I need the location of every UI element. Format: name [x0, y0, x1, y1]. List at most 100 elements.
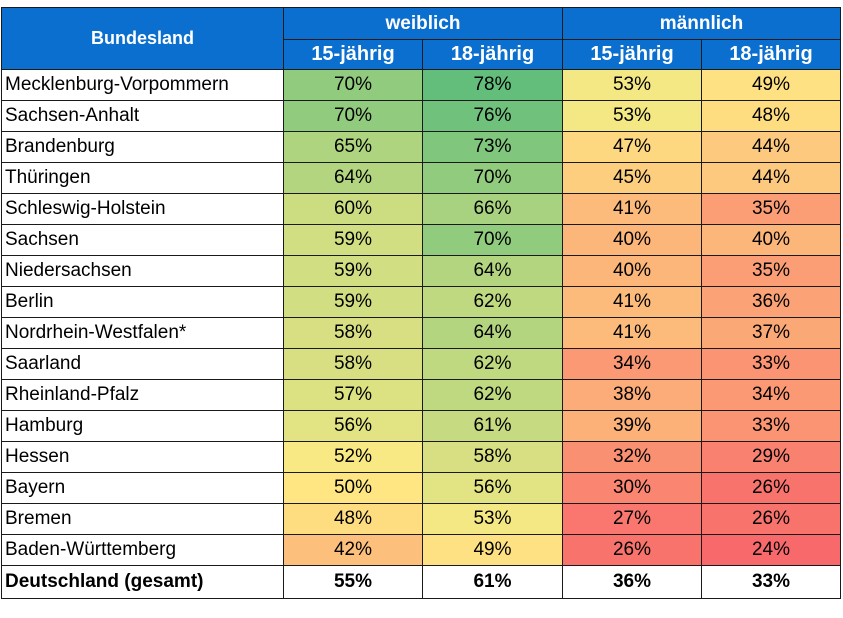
- table-row: Baden-Württemberg 42% 49% 26% 24%: [1, 534, 841, 566]
- state-name: Brandenburg: [1, 131, 284, 163]
- state-name: Niedersachsen: [1, 255, 284, 287]
- table-row: Schleswig-Holstein 60% 66% 41% 35%: [1, 193, 841, 225]
- state-name: Schleswig-Holstein: [1, 193, 284, 225]
- total-label: Deutschland (gesamt): [1, 565, 284, 599]
- cell-male-18: 33%: [701, 410, 841, 442]
- column-header-female-15: 15-jährig: [283, 39, 423, 70]
- cell-male-18: 44%: [701, 131, 841, 163]
- cell-female-18: 73%: [422, 131, 563, 163]
- cell-male-15: 41%: [562, 193, 702, 225]
- cell-female-15: 70%: [283, 69, 423, 101]
- cell-male-15: 53%: [562, 100, 702, 132]
- cell-male-18: 35%: [701, 193, 841, 225]
- cell-male-15: 47%: [562, 131, 702, 163]
- table-row: Niedersachsen 59% 64% 40% 35%: [1, 255, 841, 287]
- cell-female-15: 60%: [283, 193, 423, 225]
- cell-female-15: 48%: [283, 503, 423, 535]
- column-header-female-18: 18-jährig: [422, 39, 563, 70]
- cell-male-18: 24%: [701, 534, 841, 566]
- table-row: Hamburg 56% 61% 39% 33%: [1, 410, 841, 442]
- cell-female-15: 64%: [283, 162, 423, 194]
- cell-female-15: 56%: [283, 410, 423, 442]
- cell-male-15: 34%: [562, 348, 702, 380]
- cell-male-15: 27%: [562, 503, 702, 535]
- column-header-male-18: 18-jährig: [701, 39, 841, 70]
- cell-male-18: 34%: [701, 379, 841, 411]
- cell-male-18: 40%: [701, 224, 841, 256]
- cell-male-15: 38%: [562, 379, 702, 411]
- group-header-female: weiblich: [283, 7, 563, 40]
- cell-female-18: 70%: [422, 162, 563, 194]
- cell-female-18: 78%: [422, 69, 563, 101]
- cell-male-18: 37%: [701, 317, 841, 349]
- cell-female-15: 50%: [283, 472, 423, 504]
- cell-female-15: 59%: [283, 255, 423, 287]
- cell-female-18: 53%: [422, 503, 563, 535]
- cell-male-18: 48%: [701, 100, 841, 132]
- total-female-18: 61%: [422, 565, 563, 599]
- cell-male-15: 30%: [562, 472, 702, 504]
- state-name: Hamburg: [1, 410, 284, 442]
- cell-male-18: 26%: [701, 503, 841, 535]
- cell-male-15: 40%: [562, 224, 702, 256]
- table-row: Thüringen 64% 70% 45% 44%: [1, 162, 841, 194]
- cell-male-18: 49%: [701, 69, 841, 101]
- table-row: Saarland 58% 62% 34% 33%: [1, 348, 841, 380]
- cell-male-15: 53%: [562, 69, 702, 101]
- table-row: Hessen 52% 58% 32% 29%: [1, 441, 841, 473]
- cell-female-18: 61%: [422, 410, 563, 442]
- table-row: Rheinland-Pfalz 57% 62% 38% 34%: [1, 379, 841, 411]
- cell-female-18: 56%: [422, 472, 563, 504]
- column-header-male-15: 15-jährig: [562, 39, 702, 70]
- table-row: Sachsen-Anhalt 70% 76% 53% 48%: [1, 100, 841, 132]
- table-row: Berlin 59% 62% 41% 36%: [1, 286, 841, 318]
- cell-female-18: 76%: [422, 100, 563, 132]
- cell-male-15: 41%: [562, 317, 702, 349]
- cell-male-15: 39%: [562, 410, 702, 442]
- cell-female-15: 58%: [283, 348, 423, 380]
- table-row: Bremen 48% 53% 27% 26%: [1, 503, 841, 535]
- state-name: Baden-Württemberg: [1, 534, 284, 566]
- cell-male-18: 33%: [701, 348, 841, 380]
- cell-male-15: 40%: [562, 255, 702, 287]
- cell-male-18: 26%: [701, 472, 841, 504]
- cell-male-18: 36%: [701, 286, 841, 318]
- state-name: Berlin: [1, 286, 284, 318]
- state-name: Bremen: [1, 503, 284, 535]
- cell-female-18: 64%: [422, 255, 563, 287]
- total-male-15: 36%: [562, 565, 702, 599]
- cell-female-18: 66%: [422, 193, 563, 225]
- cell-female-15: 42%: [283, 534, 423, 566]
- table-header: Bundesland weiblich männlich 15-jährig 1…: [1, 7, 841, 70]
- cell-female-18: 58%: [422, 441, 563, 473]
- table-row: Sachsen 59% 70% 40% 40%: [1, 224, 841, 256]
- cell-male-15: 41%: [562, 286, 702, 318]
- state-name: Hessen: [1, 441, 284, 473]
- vaccination-rate-table: Bundesland weiblich männlich 15-jährig 1…: [1, 7, 841, 599]
- table-footer: Deutschland (gesamt) 55% 61% 36% 33%: [1, 565, 841, 599]
- cell-female-15: 59%: [283, 286, 423, 318]
- total-female-15: 55%: [283, 565, 423, 599]
- cell-female-15: 65%: [283, 131, 423, 163]
- cell-female-18: 64%: [422, 317, 563, 349]
- cell-male-18: 35%: [701, 255, 841, 287]
- cell-male-18: 29%: [701, 441, 841, 473]
- cell-male-15: 26%: [562, 534, 702, 566]
- cell-female-15: 52%: [283, 441, 423, 473]
- cell-female-18: 49%: [422, 534, 563, 566]
- state-name: Mecklenburg-Vorpommern: [1, 69, 284, 101]
- cell-female-15: 70%: [283, 100, 423, 132]
- total-row: Deutschland (gesamt) 55% 61% 36% 33%: [1, 565, 841, 599]
- cell-female-18: 62%: [422, 379, 563, 411]
- state-name: Sachsen-Anhalt: [1, 100, 284, 132]
- column-header-state: Bundesland: [1, 7, 284, 70]
- cell-male-15: 32%: [562, 441, 702, 473]
- table-row: Brandenburg 65% 73% 47% 44%: [1, 131, 841, 163]
- table-row: Bayern 50% 56% 30% 26%: [1, 472, 841, 504]
- state-name: Rheinland-Pfalz: [1, 379, 284, 411]
- group-header-male: männlich: [562, 7, 841, 40]
- total-male-18: 33%: [701, 565, 841, 599]
- state-name: Nordrhein-Westfalen*: [1, 317, 284, 349]
- cell-female-15: 59%: [283, 224, 423, 256]
- table-row: Nordrhein-Westfalen* 58% 64% 41% 37%: [1, 317, 841, 349]
